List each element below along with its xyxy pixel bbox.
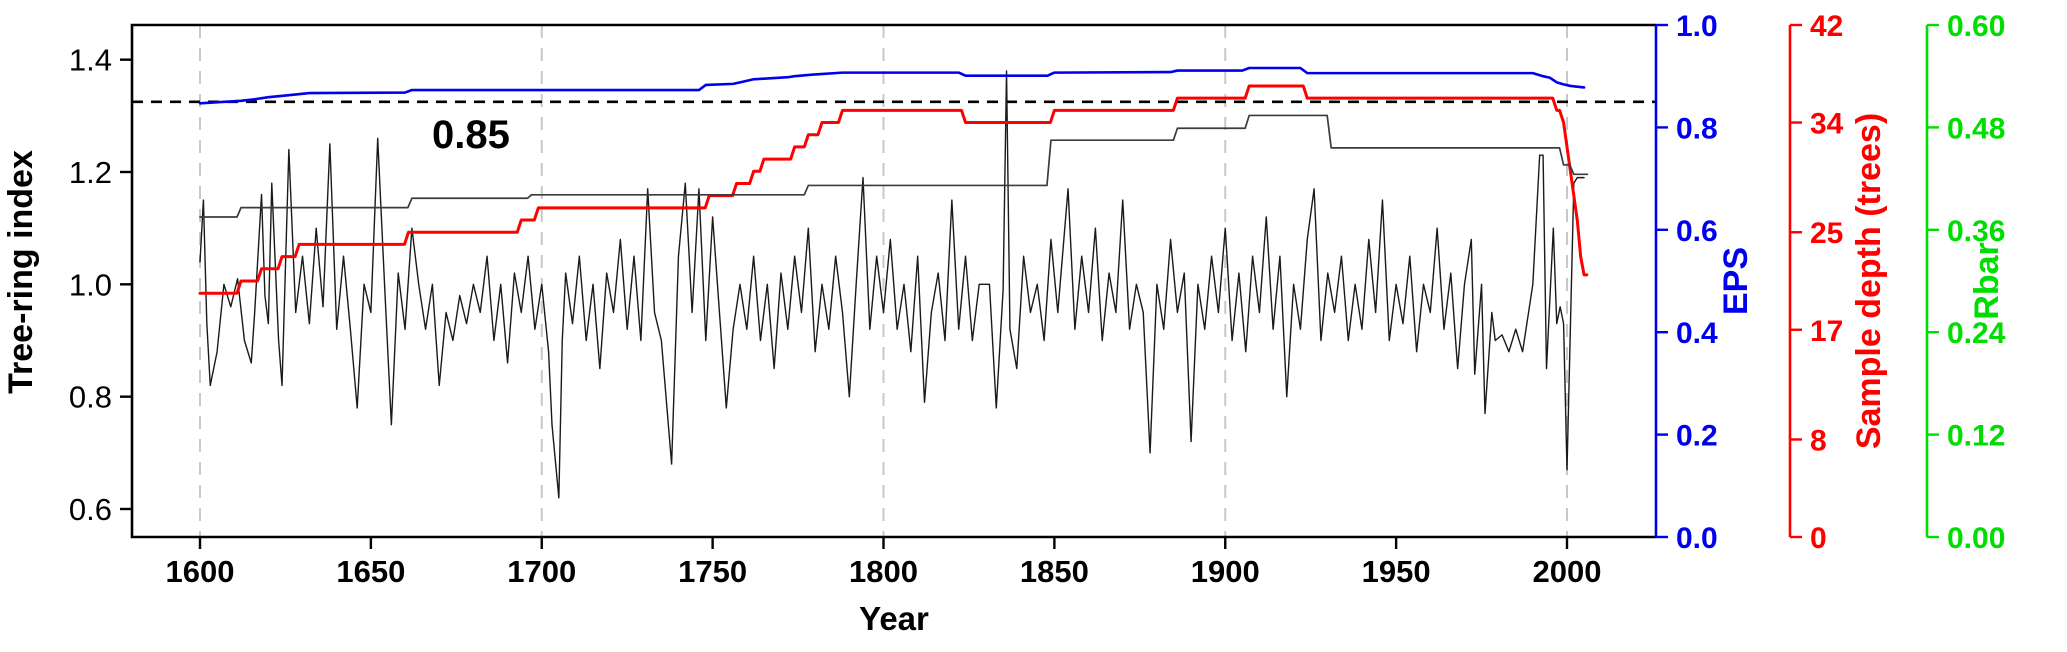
x-axis-tick-label: 2000 [1533,554,1602,589]
depth-axis-tick-label: 8 [1810,424,1827,457]
left-axis-tick-label: 1.2 [69,155,112,190]
x-axis-tick-label: 1750 [678,554,747,589]
eps-axis-tick-label: 0.8 [1676,112,1718,145]
rbar-axis-tick-label: 0.36 [1947,215,2005,248]
x-axis-tick-label: 1800 [849,554,918,589]
plot-frame [130,23,1656,539]
depth-axis-title: Sample depth (trees) [1850,113,1888,449]
left-axis-tick-label: 1.4 [69,43,112,78]
rbar-axis-tick-label: 0.12 [1947,420,2005,453]
rbar-axis-title: Rbar [1968,242,2006,319]
rbar-axis-tick-label: 0.00 [1947,522,2005,555]
x-axis-title: Year [859,600,929,637]
eps-axis-title: EPS [1717,247,1755,315]
left-axis-tick-label: 1.0 [69,267,112,302]
eps-threshold-label: 0.85 [432,113,510,157]
rbar-axis-tick-label: 0.48 [1947,112,2005,145]
eps-axis-tick-label: 0.4 [1676,317,1718,350]
depth-axis-tick-label: 17 [1810,315,1843,348]
x-axis-tick-label: 1650 [336,554,405,589]
x-axis-tick-label: 1600 [166,554,235,589]
series-sample_depth-line [198,84,1589,295]
depth-axis-tick-label: 42 [1810,10,1843,43]
left-axis-title: Tree-ring index [2,150,40,394]
depth-axis-tick-label: 25 [1810,217,1843,250]
rbar-axis-tick-label: 0.60 [1947,10,2005,43]
depth-axis-tick-label: 0 [1810,522,1827,555]
eps-axis-tick-label: 0.2 [1676,420,1718,453]
eps-axis-tick-label: 0.0 [1676,522,1718,555]
rbar-axis-tick-label: 0.24 [1947,317,2006,350]
depth-axis-tick-label: 34 [1810,108,1844,141]
x-axis-tick-label: 1700 [507,554,576,589]
left-axis-tick-label: 0.6 [69,492,112,527]
series-tree_ring_index-line [199,70,1585,499]
eps-axis-tick-label: 0.6 [1676,215,1718,248]
x-axis-tick-label: 1900 [1191,554,1260,589]
eps-axis-tick-label: 1.0 [1676,10,1718,43]
series-eps-line [198,66,1586,105]
series-rbar-line [199,114,1589,218]
x-axis-tick-label: 1950 [1362,554,1431,589]
x-axis-tick-label: 1850 [1020,554,1089,589]
left-axis-tick-label: 0.8 [69,380,112,415]
